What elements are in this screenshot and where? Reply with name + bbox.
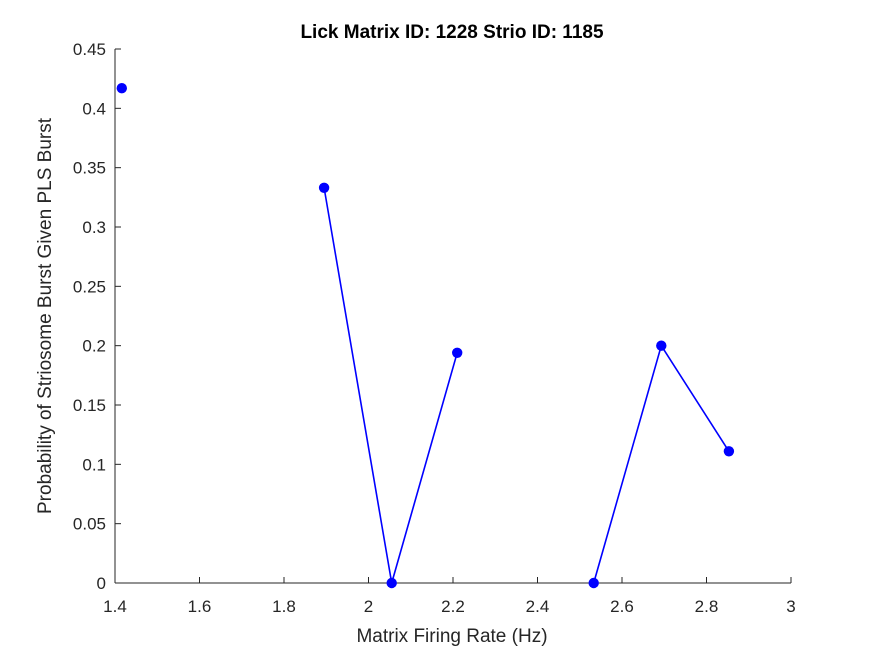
data-point bbox=[656, 340, 667, 351]
data-point bbox=[116, 83, 128, 94]
y-tick-label: 0.25 bbox=[73, 277, 106, 296]
x-tick-label: 2.4 bbox=[526, 597, 550, 616]
y-axis-label: Probability of Striosome Burst Given PLS… bbox=[35, 117, 56, 514]
chart-title: Lick Matrix ID: 1228 Strio ID: 1185 bbox=[300, 22, 604, 43]
y-tick-label: 0 bbox=[97, 574, 106, 593]
x-tick-label: 2.2 bbox=[441, 597, 465, 616]
series-line bbox=[323, 187, 458, 584]
data-point bbox=[386, 577, 397, 589]
x-tick-label: 2.6 bbox=[610, 597, 634, 616]
y-tick-label: 0.3 bbox=[82, 218, 106, 237]
series-line bbox=[592, 343, 730, 584]
y-tick-label: 0.15 bbox=[73, 396, 106, 415]
data-point bbox=[723, 446, 735, 457]
data-point bbox=[318, 182, 330, 193]
y-tick-label: 0.05 bbox=[73, 515, 106, 534]
y-tick-label: 0.1 bbox=[82, 455, 106, 474]
x-tick-label: 1.4 bbox=[103, 597, 127, 616]
y-tick-label: 0.2 bbox=[82, 337, 106, 356]
x-tick-label: 3 bbox=[786, 597, 795, 616]
x-tick-label: 2 bbox=[364, 597, 373, 616]
y-tick-label: 0.45 bbox=[73, 40, 106, 59]
y-tick-label: 0.35 bbox=[73, 159, 106, 178]
x-tick-label: 2.8 bbox=[695, 597, 719, 616]
y-tick-label: 0.4 bbox=[82, 99, 106, 118]
x-tick-label: 1.8 bbox=[272, 597, 296, 616]
x-axis-label: Matrix Firing Rate (Hz) bbox=[356, 626, 547, 647]
data-point bbox=[452, 347, 463, 358]
data-point bbox=[588, 577, 599, 589]
x-tick-label: 1.6 bbox=[188, 597, 212, 616]
